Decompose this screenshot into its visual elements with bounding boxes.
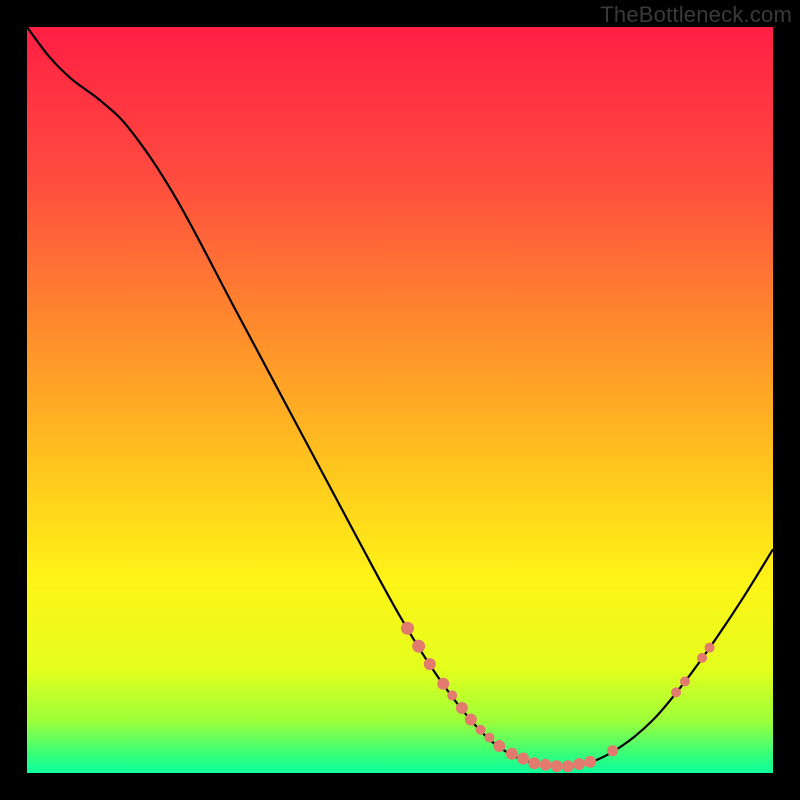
watermark-text: TheBottleneck.com xyxy=(600,2,792,28)
curve-marker xyxy=(485,733,495,743)
curve-marker xyxy=(493,740,505,752)
curve-marker xyxy=(551,760,563,772)
curve-marker xyxy=(680,676,690,686)
curve-marker xyxy=(539,759,551,771)
curve-marker xyxy=(697,653,707,663)
curve-marker xyxy=(705,643,715,653)
curve-marker xyxy=(476,725,486,735)
curve-marker xyxy=(424,658,436,670)
curve-marker xyxy=(528,757,540,769)
curve-marker xyxy=(607,745,618,756)
curve-marker xyxy=(573,758,585,770)
curve-marker xyxy=(437,678,449,690)
curve-marker xyxy=(671,687,681,697)
bottleneck-chart xyxy=(0,0,800,800)
curve-marker xyxy=(562,760,574,772)
curve-marker xyxy=(456,702,468,714)
curve-marker xyxy=(465,714,477,726)
curve-marker xyxy=(517,753,529,765)
curve-marker xyxy=(584,756,596,768)
curve-marker xyxy=(447,690,457,700)
curve-marker xyxy=(412,640,425,653)
curve-marker xyxy=(401,622,414,635)
plot-background xyxy=(27,27,773,773)
curve-marker xyxy=(506,748,518,760)
